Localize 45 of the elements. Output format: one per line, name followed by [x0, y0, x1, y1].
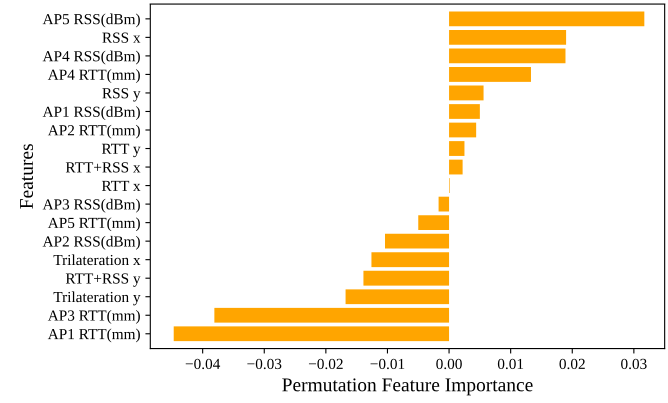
y-tick-label: AP5 RSS(dBm)	[42, 14, 140, 28]
x-axis-title: Permutation Feature Importance	[282, 378, 533, 396]
bar	[214, 308, 450, 323]
bar	[363, 270, 450, 286]
bar	[449, 11, 644, 26]
y-tick-label: AP1 RTT(mm)	[48, 328, 140, 342]
y-tick-label: AP5 RTT(mm)	[48, 217, 140, 232]
bar	[346, 289, 450, 304]
y-tick-label: AP3 RTT(mm)	[48, 310, 140, 324]
y-tick-label: AP1 RSS(dBm)	[42, 106, 140, 120]
bar	[371, 252, 450, 268]
bar	[449, 104, 480, 119]
bar	[449, 160, 463, 174]
bar	[384, 234, 450, 249]
bar	[449, 30, 566, 45]
y-tick-label: AP2 RSS(dBm)	[42, 236, 140, 250]
x-tick-label: 0.02	[559, 358, 585, 370]
y-tick-label: RTT x	[102, 180, 140, 191]
bar	[449, 122, 476, 138]
y-tick-label: RTT+RSS y	[66, 273, 141, 287]
x-tick-label: 0.00	[436, 358, 462, 370]
y-axis-title: Features	[20, 144, 34, 209]
bar	[418, 215, 450, 230]
x-tick-label: 0.03	[621, 358, 647, 370]
y-tick-label: Trilateration x	[54, 254, 140, 266]
y-tick-label: RSS y	[102, 88, 141, 102]
x-tick-label: −0.02	[308, 358, 343, 370]
bar	[438, 196, 450, 212]
y-tick-label: AP4 RTT(mm)	[48, 69, 140, 83]
y-tick-label: RSS x	[102, 32, 140, 43]
x-tick-label: −0.03	[247, 358, 282, 370]
y-tick-label: Trilateration y	[54, 291, 141, 306]
y-tick-label: AP3 RSS(dBm)	[42, 198, 140, 213]
x-tick-label: −0.04	[186, 358, 220, 370]
bar	[449, 48, 566, 64]
x-tick-label: 0.01	[498, 358, 524, 370]
bar	[174, 326, 450, 342]
bar	[449, 86, 484, 100]
y-tick-label: AP4 RSS(dBm)	[42, 50, 140, 64]
y-tick-label: RTT y	[102, 144, 141, 158]
bar	[449, 141, 464, 156]
y-tick-label: AP2 RTT(mm)	[48, 124, 140, 139]
bar	[449, 67, 531, 82]
y-tick-label: RTT+RSS x	[66, 162, 140, 172]
x-tick-label: −0.01	[370, 358, 404, 370]
